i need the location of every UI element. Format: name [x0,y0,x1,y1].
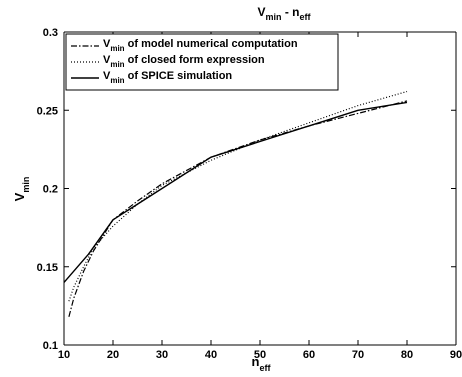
y-tick-label: 0.3 [43,27,58,39]
legend-label-spice: Vmin of SPICE simulation [103,70,232,85]
series-layer [63,90,408,317]
legend: Vmin of model numerical computation Vmin… [65,33,339,91]
x-tick-label: 80 [401,349,413,361]
y-axis-ticks: 0.1 0.15 0.2 0.25 0.3 [37,27,456,352]
y-tick-label: 0.1 [43,340,58,352]
y-tick-label: 0.15 [37,262,58,274]
x-tick-label: 70 [352,349,364,361]
legend-box [65,33,339,91]
legend-label-closed-form: Vmin of closed form expression [103,54,265,69]
x-tick-label: 40 [205,349,217,361]
x-tick-label: 50 [254,349,266,361]
y-tick-label: 0.2 [43,184,58,196]
series-line-closed-form [68,90,408,302]
x-tick-label: 20 [107,349,119,361]
chart-title: Vmin - neff [257,5,311,22]
x-tick-label: 10 [58,349,70,361]
series-line-spice [63,101,408,283]
x-axis-label: neff [252,354,272,373]
x-tick-label: 30 [156,349,168,361]
x-tick-label: 60 [303,349,315,361]
x-axis-ticks: 10 20 30 40 50 60 70 80 90 [58,32,462,361]
y-tick-label: 0.25 [37,105,58,117]
legend-label-model: Vmin of model numerical computation [103,38,298,53]
x-tick-label: 90 [450,349,462,361]
y-axis-label: Vmin [12,177,31,202]
